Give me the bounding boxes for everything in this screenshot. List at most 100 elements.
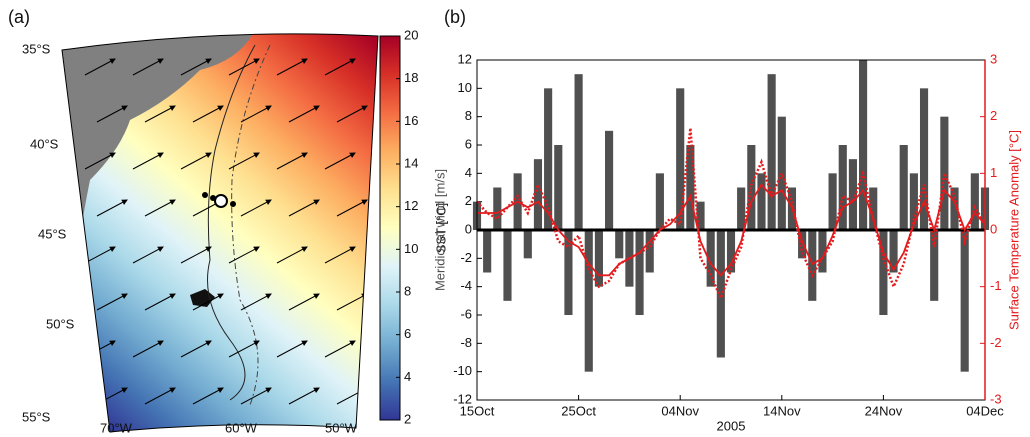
wind-bar: [970, 173, 979, 230]
colorbar-tick-label: 10: [404, 241, 418, 256]
sst-dotted-line: [476, 127, 987, 302]
wind-arrow: [288, 293, 320, 311]
wind-arrow: [144, 199, 176, 217]
wind-bar: [798, 230, 807, 259]
sst-line: [477, 183, 986, 277]
y2-tick-label: 1: [990, 165, 997, 180]
sector-outline: [61, 33, 379, 433]
y2-tick-label: 0: [990, 221, 997, 236]
y2-tick-label: -1: [990, 278, 1002, 293]
lat-label: 40°S: [30, 136, 59, 151]
colorbar-tick-label: 8: [404, 283, 411, 298]
wind-bar: [757, 173, 766, 230]
y-tick-label: 12: [458, 51, 472, 66]
wind-arrow: [84, 246, 116, 264]
y-tick-label: 0: [465, 221, 472, 236]
wind-arrow: [324, 152, 356, 170]
panel-label: (b): [444, 7, 466, 27]
lat-label: 45°S: [38, 226, 67, 241]
wind-bar: [605, 130, 614, 230]
wind-arrow: [276, 152, 308, 170]
lat-label: 55°S: [22, 409, 51, 424]
wind-arrow: [192, 105, 224, 123]
station-dot: [202, 192, 208, 198]
wind-arrow: [240, 199, 272, 217]
lon-label: 50°W: [325, 420, 358, 435]
wind-bar: [655, 173, 664, 230]
wind-bar: [767, 74, 776, 231]
wind-bar: [808, 230, 817, 301]
y-axis-label: Meridional wind [m/s]: [432, 169, 447, 291]
wind-bar: [869, 187, 878, 230]
wind-bar: [909, 173, 918, 230]
lon-label: 60°W: [225, 420, 258, 435]
y-tick-label: -6: [460, 306, 472, 321]
station-dot: [230, 201, 236, 207]
land: [62, 33, 255, 432]
y-tick-label: -12: [453, 391, 472, 406]
colorbar-tick-label: 14: [404, 155, 418, 170]
wind-bar: [930, 230, 939, 301]
wind-bar: [838, 145, 847, 230]
wind-arrow: [324, 58, 356, 76]
wind-arrow: [144, 105, 176, 123]
wind-bar: [584, 230, 593, 372]
wind-arrow: [276, 246, 308, 264]
shelf-contour: [207, 44, 256, 401]
wind-bar: [737, 187, 746, 230]
wind-arrow: [240, 293, 272, 311]
wind-arrow: [228, 58, 260, 76]
wind-bar: [564, 230, 573, 315]
wind-arrow: [336, 293, 368, 311]
wind-bar: [899, 145, 908, 230]
wind-bar: [594, 230, 603, 287]
wind-bar: [676, 88, 685, 230]
wind-arrow: [132, 58, 164, 76]
wind-bar: [777, 116, 786, 230]
wind-bar: [747, 145, 756, 230]
wind-bar: [879, 230, 888, 315]
wind-bar: [706, 230, 715, 287]
y-tick-label: 6: [465, 136, 472, 151]
wind-arrow: [324, 246, 356, 264]
y2-axis-label: Surface Temperature Anomaly [°C]: [1006, 130, 1021, 330]
x-tick-label: 25Oct: [561, 403, 596, 418]
lat-label: 35°S: [22, 41, 51, 56]
wind-arrow: [180, 340, 212, 358]
wind-bar: [645, 230, 654, 273]
y2-tick-label: 2: [990, 108, 997, 123]
wind-arrow: [192, 387, 224, 405]
wind-arrow: [240, 105, 272, 123]
wind-arrow: [180, 246, 212, 264]
wind-arrow: [324, 340, 356, 358]
wind-bar: [726, 230, 736, 273]
wind-bar: [940, 116, 949, 230]
colorbar-tick-label: 18: [404, 70, 418, 85]
y-tick-label: -8: [460, 335, 472, 350]
wind-arrow: [132, 246, 164, 264]
y-tick-label: -2: [460, 250, 472, 265]
wind-arrow: [132, 152, 164, 170]
y2-tick-label: -3: [990, 391, 1002, 406]
lat-label: 50°S: [46, 316, 75, 331]
wind-arrow: [96, 199, 128, 217]
wind-bar: [544, 88, 553, 230]
wind-bar: [574, 74, 583, 231]
wind-bar: [503, 230, 512, 301]
wind-bar: [848, 159, 857, 230]
colorbar-tick-label: 12: [404, 198, 418, 213]
y-tick-label: 8: [465, 108, 472, 123]
wind-arrow: [240, 387, 272, 405]
wind-arrow: [276, 58, 308, 76]
wind-arrow: [336, 105, 368, 123]
wind-arrow: [288, 387, 320, 405]
wind-bar: [889, 230, 898, 273]
panel-label: (a): [8, 7, 30, 27]
colorbar-tick-label: 20: [404, 27, 418, 42]
x-axis-label: 2005: [717, 418, 746, 433]
wind-bar: [554, 145, 563, 230]
x-tick-label: 15Oct: [460, 403, 495, 418]
wind-arrow: [288, 105, 320, 123]
y-tick-label: 2: [465, 193, 472, 208]
